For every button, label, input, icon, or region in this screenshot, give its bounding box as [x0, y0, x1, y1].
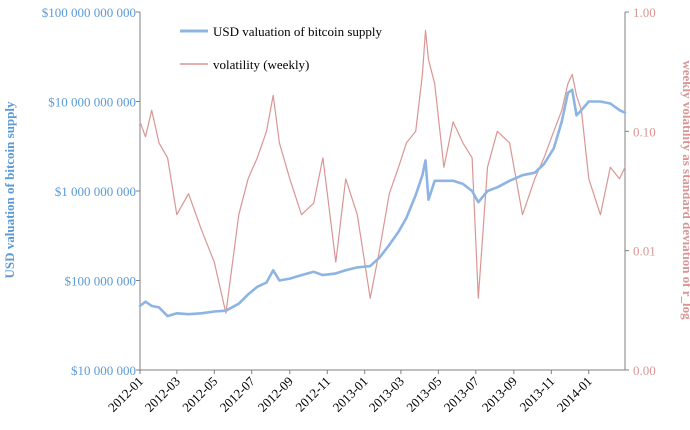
x-tick-label: 2014-01: [554, 374, 595, 415]
left-tick-label: $100 000 000 000: [42, 5, 136, 20]
x-tick-label: 2013-11: [517, 374, 558, 415]
x-tick-label: 2013-07: [441, 373, 483, 415]
x-tick-label: 2013-03: [366, 374, 407, 415]
x-axis-ticks: 2012-012012-032012-052012-072012-092012-…: [105, 370, 595, 415]
left-tick-label: $10 000 000: [71, 363, 136, 378]
x-tick-label: 2012-07: [217, 373, 259, 415]
right-axis-title: weekly volatility as standard deviation …: [680, 60, 690, 320]
x-tick-label: 2012-09: [255, 374, 296, 415]
series-usd-valuation: [138, 88, 627, 318]
x-tick-label: 2012-05: [179, 374, 220, 415]
legend-label-volatility: volatility (weekly): [213, 57, 309, 72]
right-tick-label: 0.00: [633, 363, 656, 378]
right-tick-label: 0.01: [633, 244, 656, 259]
x-tick-label: 2012-11: [292, 374, 333, 415]
x-tick-label: 2013-09: [479, 374, 520, 415]
series-layer: [138, 29, 627, 318]
x-tick-label: 2013-05: [403, 374, 444, 415]
legend-label-usd: USD valuation of bitcoin supply: [213, 24, 382, 39]
left-axis-ticks: $10 000 000 $100 000 000 $1 000 000 000 $10…: [42, 5, 140, 378]
series-volatility: [139, 29, 626, 314]
left-axis-title: USD valuation of bitcoin supply: [2, 101, 17, 278]
right-axis-ticks: 0.00 0.01 0.10 1.00: [625, 5, 656, 378]
legend: USD valuation of bitcoin supply volatili…: [180, 24, 382, 72]
x-tick-label: 2012-01: [105, 374, 146, 415]
left-tick-label: $10 000 000 000: [48, 95, 136, 110]
left-tick-label: $100 000 000: [65, 274, 137, 289]
right-tick-label: 1.00: [633, 5, 656, 20]
right-tick-label: 0.10: [633, 124, 656, 139]
x-tick-label: 2012-03: [142, 374, 183, 415]
x-tick-label: 2013-01: [330, 374, 371, 415]
left-tick-label: $1 000 000 000: [55, 184, 136, 199]
